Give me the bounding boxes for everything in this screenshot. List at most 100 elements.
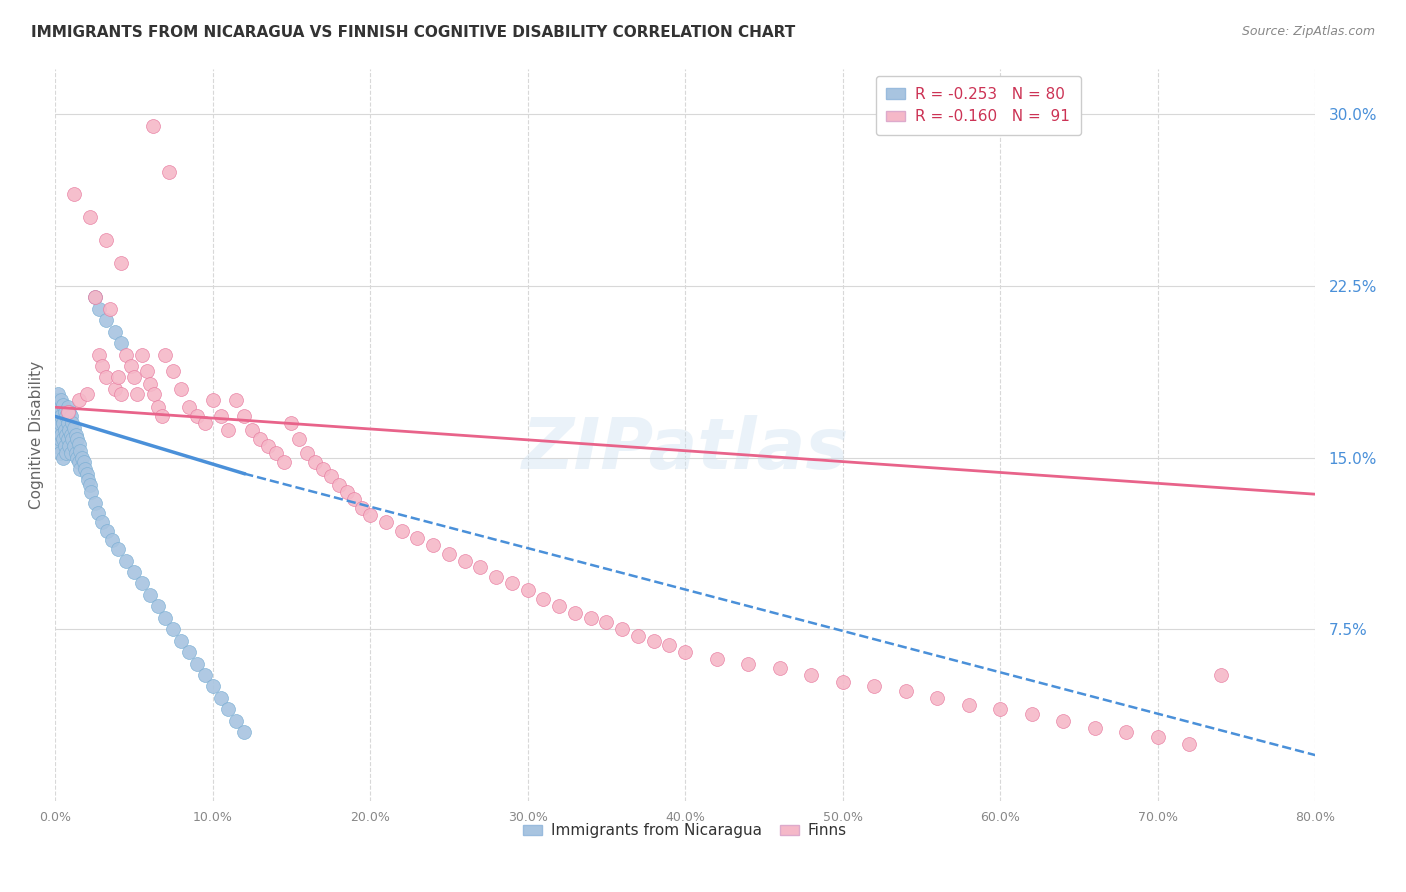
Point: [135, 363, 157, 377]
Point: [49, 401, 72, 415]
Point: [595, 615, 617, 630]
Point: [501, 576, 523, 591]
Point: [125, 386, 148, 401]
Point: [70, 450, 93, 465]
Point: [1021, 706, 1043, 721]
Point: [63, 187, 86, 202]
Point: [46, 386, 69, 401]
Point: [1115, 725, 1137, 739]
Point: [516, 583, 538, 598]
Point: [94, 313, 117, 327]
Point: [737, 657, 759, 671]
Point: [107, 542, 129, 557]
Point: [89, 301, 111, 316]
Point: [186, 657, 208, 671]
Point: [256, 439, 278, 453]
Point: [91, 359, 114, 373]
Text: IMMIGRANTS FROM NICARAGUA VS FINNISH COGNITIVE DISABILITY CORRELATION CHART: IMMIGRANTS FROM NICARAGUA VS FINNISH COG…: [31, 25, 796, 40]
Point: [422, 537, 444, 551]
Point: [115, 348, 138, 362]
Point: [63, 421, 86, 435]
Point: [343, 491, 366, 506]
Point: [177, 645, 200, 659]
Point: [62, 432, 84, 446]
Point: [52, 417, 75, 431]
Point: [157, 164, 180, 178]
Point: [470, 560, 492, 574]
Point: [454, 553, 477, 567]
Point: [1146, 730, 1168, 744]
Point: [79, 478, 101, 492]
Point: [225, 714, 247, 728]
Point: [800, 668, 823, 682]
Point: [485, 569, 508, 583]
Point: [101, 533, 124, 547]
Point: [288, 432, 311, 446]
Point: [162, 622, 184, 636]
Point: [76, 386, 98, 401]
Point: [240, 423, 263, 437]
Point: [138, 377, 160, 392]
Point: [217, 423, 239, 437]
Point: [831, 674, 853, 689]
Point: [352, 500, 374, 515]
Point: [77, 474, 100, 488]
Point: [209, 690, 232, 705]
Point: [59, 409, 82, 424]
Point: [131, 348, 153, 362]
Point: [548, 599, 571, 614]
Point: [49, 417, 72, 431]
Point: [1052, 714, 1074, 728]
Point: [79, 211, 101, 225]
Point: [304, 455, 326, 469]
Y-axis label: Cognitive Disability: Cognitive Disability: [30, 360, 44, 508]
Point: [96, 524, 118, 538]
Point: [217, 702, 239, 716]
Point: [89, 348, 111, 362]
Point: [533, 592, 555, 607]
Text: Source: ZipAtlas.com: Source: ZipAtlas.com: [1241, 25, 1375, 38]
Point: [233, 725, 256, 739]
Point: [56, 432, 79, 446]
Point: [67, 437, 90, 451]
Point: [146, 599, 169, 614]
Point: [122, 370, 145, 384]
Point: [59, 446, 82, 460]
Point: [110, 386, 132, 401]
Point: [374, 515, 396, 529]
Point: [75, 462, 97, 476]
Point: [201, 680, 224, 694]
Point: [104, 325, 127, 339]
Point: [49, 432, 72, 446]
Point: [51, 427, 73, 442]
Point: [67, 455, 90, 469]
Point: [80, 484, 103, 499]
Point: [612, 622, 634, 636]
Point: [55, 409, 77, 424]
Point: [91, 515, 114, 529]
Point: [72, 455, 94, 469]
Point: [673, 645, 696, 659]
Point: [150, 409, 173, 424]
Point: [83, 496, 105, 510]
Point: [56, 417, 79, 431]
Point: [142, 119, 165, 133]
Point: [69, 462, 91, 476]
Point: [312, 462, 335, 476]
Point: [406, 531, 429, 545]
Point: [186, 409, 208, 424]
Point: [56, 405, 79, 419]
Point: [143, 386, 166, 401]
Point: [58, 405, 80, 419]
Point: [52, 450, 75, 465]
Point: [328, 478, 350, 492]
Point: [146, 401, 169, 415]
Point: [201, 393, 224, 408]
Point: [86, 506, 108, 520]
Point: [706, 652, 728, 666]
Point: [58, 423, 80, 437]
Point: [273, 455, 295, 469]
Point: [67, 393, 90, 408]
Point: [53, 405, 76, 419]
Point: [62, 417, 84, 431]
